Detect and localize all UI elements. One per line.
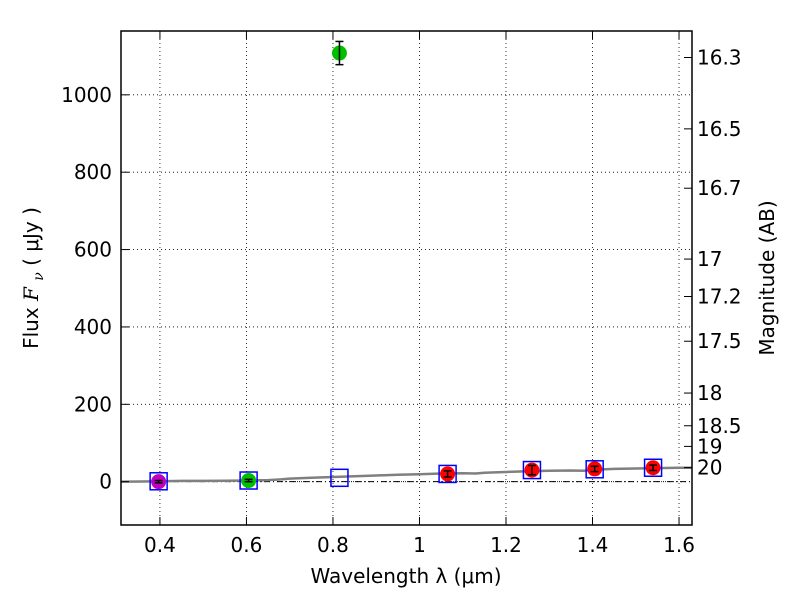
y-axis-label-var: F	[19, 286, 43, 302]
y-axis-label-prefix: Flux	[19, 301, 43, 349]
magnitude-tick-label: 17.2	[697, 285, 742, 309]
model-point-square	[149, 472, 168, 491]
y-tick-label: 200	[74, 392, 112, 416]
y-ticks: 0 200 400 600 800 1000	[61, 83, 129, 494]
magnitude-tick-label: 19	[697, 434, 722, 458]
magnitude-axis-label: Magnitude (AB)	[755, 200, 779, 355]
model-point-square	[239, 471, 258, 490]
model-point-square	[522, 460, 542, 480]
model-point-square	[585, 460, 604, 479]
magnitude-tick-label: 18.5	[697, 414, 742, 438]
model-points-layer	[149, 458, 663, 491]
y-tick-label: 600	[74, 238, 112, 262]
x-tick-label: 1.2	[490, 533, 522, 557]
x-tick-label: 1	[413, 533, 426, 557]
x-tick-label: 0.6	[231, 533, 263, 557]
model-point-square	[330, 468, 349, 488]
magnitude-tick-label: 18	[697, 381, 722, 405]
x-tick-label: 1.6	[663, 533, 695, 557]
magnitude-tick-label: 17	[697, 247, 722, 271]
magnitude-tick-label: 16.3	[697, 46, 742, 70]
plot-frame	[120, 30, 693, 526]
x-tick-label: 0.8	[317, 533, 349, 557]
magnitude-tick-label: 17.5	[697, 329, 742, 353]
x-tick-label: 0.4	[144, 533, 176, 557]
magnitude-tick-label: 16.5	[697, 117, 742, 141]
y-axis-label: Flux F ν ( μJy )	[19, 207, 48, 349]
magnitude-tick-label: 20	[697, 456, 722, 480]
observed-points-layer	[151, 40, 661, 490]
y-tick-label: 800	[74, 160, 112, 184]
x-ticks: 0.4 0.6 0.8 1 1.2 1.4 1.6	[144, 31, 695, 557]
y-axis-label-sub: ν	[31, 272, 47, 281]
x-axis-label: Wavelength λ (μm)	[310, 564, 501, 588]
y-axis-label-suffix: ( μJy )	[19, 207, 43, 266]
magnitude-tick-label: 16.7	[697, 176, 742, 200]
y-tick-label: 400	[74, 315, 112, 339]
model-point-square	[438, 464, 457, 484]
y-tick-label: 0	[99, 470, 112, 494]
model-point-square	[643, 458, 663, 477]
y-tick-label: 1000	[61, 83, 112, 107]
x-tick-label: 1.4	[577, 533, 609, 557]
